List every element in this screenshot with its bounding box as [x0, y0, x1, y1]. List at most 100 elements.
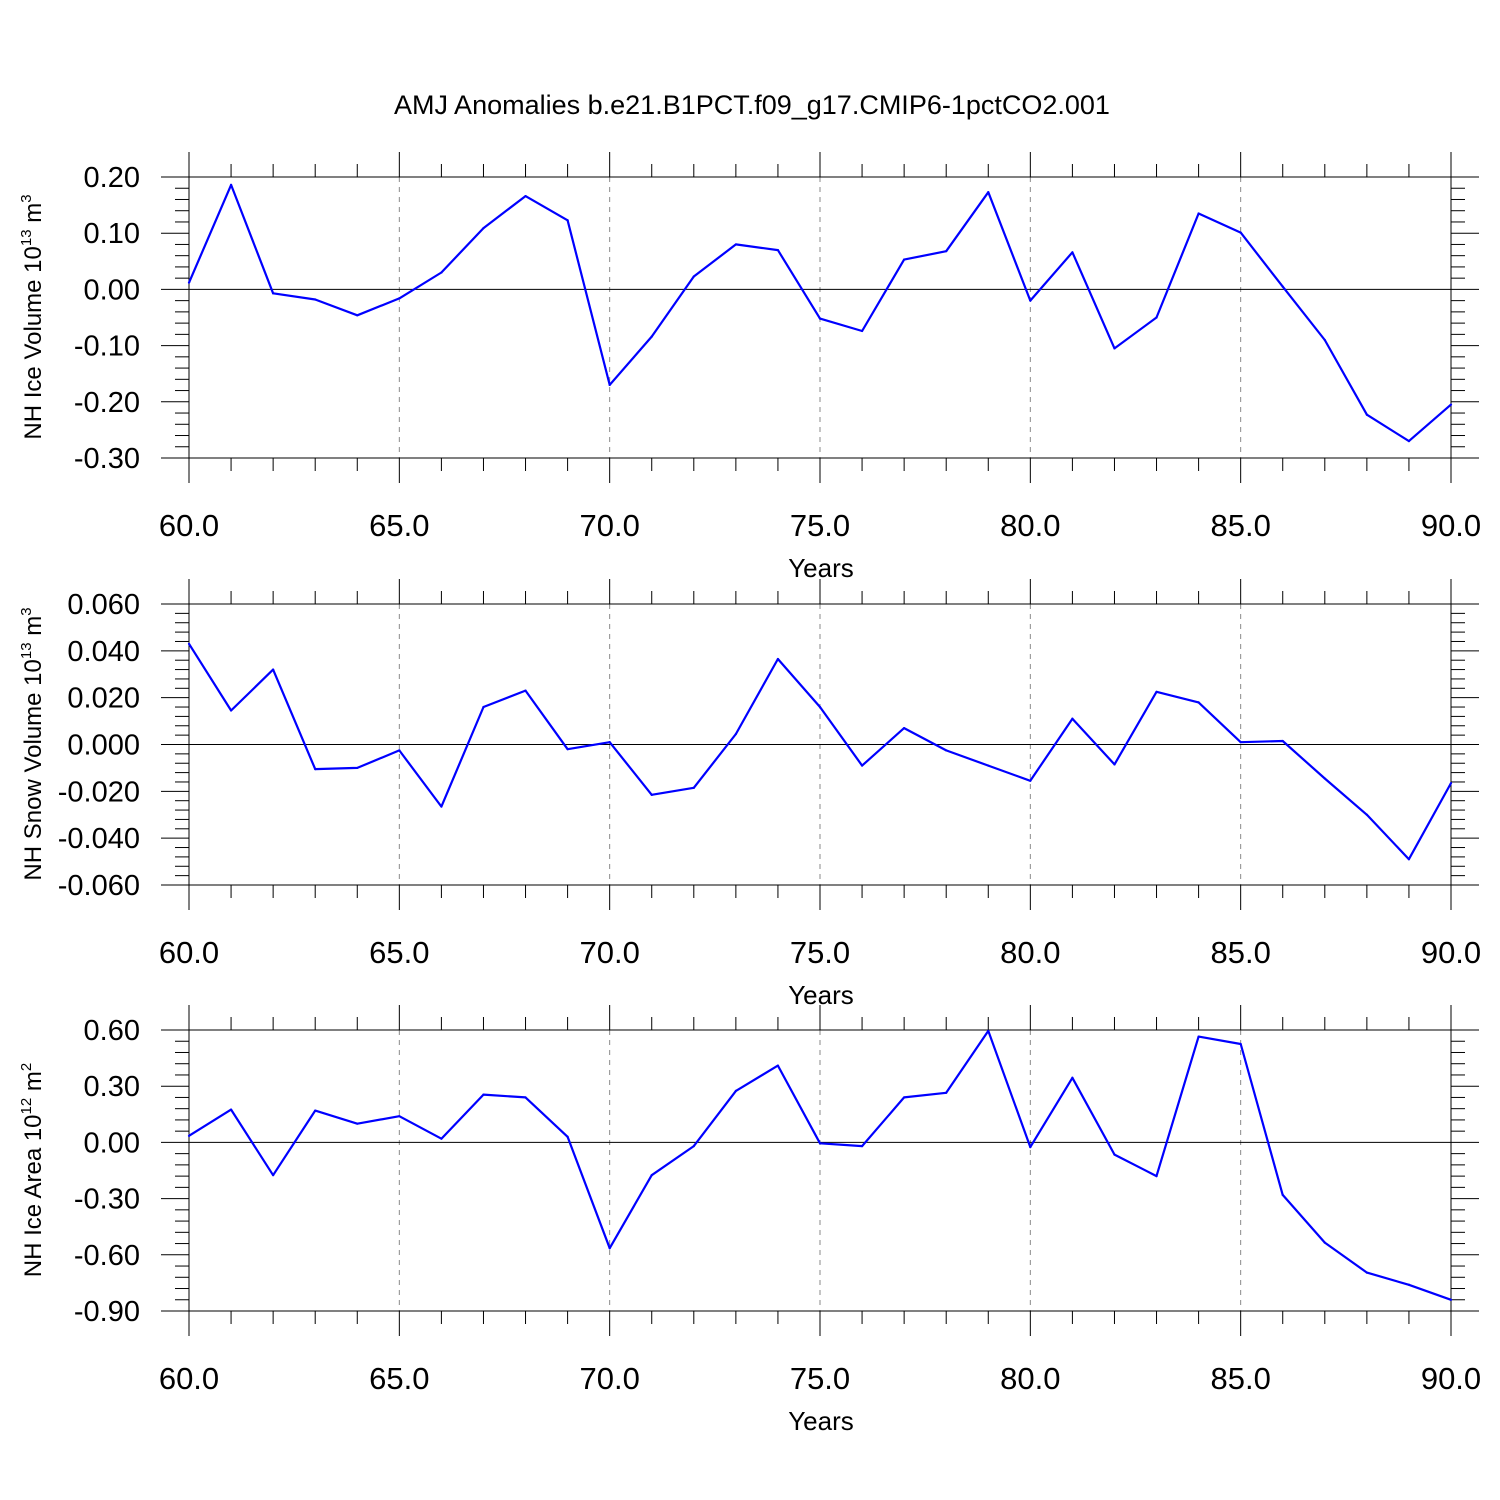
data-point: [1029, 1145, 1032, 1149]
data-point: [1281, 739, 1284, 743]
data-point: [734, 732, 737, 736]
data-point: [398, 1115, 401, 1118]
data-point: [314, 767, 317, 771]
plot-frame: [188, 1029, 1452, 1312]
data-point: [1365, 1271, 1368, 1274]
data-point: [692, 786, 695, 789]
y-tick-label: -0.020: [58, 776, 140, 808]
data-point: [1407, 1283, 1411, 1286]
data-point: [1449, 403, 1453, 406]
y-tick-label: -0.60: [74, 1240, 140, 1272]
data-point: [187, 1134, 191, 1137]
data-point: [229, 1108, 233, 1111]
y-tick-label: 0.60: [84, 1015, 140, 1047]
x-tick-label: 85.0: [1210, 508, 1270, 543]
data-point: [1029, 779, 1032, 782]
data-point: [398, 749, 401, 752]
data-point: [482, 227, 485, 230]
x-tick-label: 90.0: [1421, 508, 1481, 543]
y-tick-label: 0.10: [84, 218, 140, 250]
x-tick-label: 90.0: [1421, 1361, 1481, 1396]
data-point: [1197, 1035, 1200, 1038]
y-tick-label: -0.30: [74, 1184, 140, 1216]
y-tick-label: 0.00: [84, 1127, 140, 1159]
x-tick-label: 80.0: [1000, 935, 1060, 970]
data-point: [356, 766, 359, 770]
x-tick-label: 75.0: [790, 935, 850, 970]
y-tick-label: 0.060: [67, 589, 140, 621]
data-point: [482, 1093, 485, 1096]
data-point: [482, 705, 485, 709]
x-tick-label: 60.0: [159, 1361, 219, 1396]
data-point: [1323, 338, 1326, 342]
x-tick-label: 65.0: [369, 1361, 429, 1396]
x-tick-label: 70.0: [579, 508, 639, 543]
data-point: [1197, 701, 1200, 704]
data-point: [566, 748, 569, 751]
x-axis-label: Years: [788, 1406, 854, 1436]
y-tick-label: -0.10: [74, 331, 140, 363]
data-point: [440, 805, 443, 808]
y-tick-label: 0.20: [84, 162, 140, 194]
data-point: [860, 764, 864, 767]
data-point: [692, 1145, 695, 1148]
data-point: [776, 248, 780, 252]
chart-title: AMJ Anomalies b.e21.B1PCT.f09_g17.CMIP6-…: [394, 90, 1110, 120]
data-point: [945, 250, 948, 253]
data-point: [1155, 316, 1158, 319]
data-point: [1407, 858, 1411, 861]
data-point: [1239, 1042, 1242, 1046]
data-point: [1323, 1241, 1326, 1244]
chart-panel-3: 0.60 0.30 0.00 -0.30 -0.60 -0.90 60.0 65.0 70.0 7…: [18, 1005, 1481, 1436]
x-axis-label: Years: [788, 553, 854, 583]
y-axis-label: NH Ice Area 1012 m2: [18, 1063, 47, 1277]
x-tick-label: 65.0: [369, 508, 429, 543]
data-point: [1281, 285, 1284, 288]
data-point: [1323, 777, 1326, 780]
y-tick-label: 0.040: [67, 636, 140, 668]
y-tick-label: -0.90: [74, 1296, 140, 1328]
y-tick-label: -0.30: [74, 443, 140, 475]
plot-frame: [188, 603, 1452, 886]
x-tick-label: 85.0: [1210, 1361, 1270, 1396]
data-point: [1407, 440, 1411, 443]
data-point: [776, 657, 780, 661]
y-tick-label: 0.000: [67, 730, 140, 762]
data-point: [272, 668, 275, 671]
data-point: [987, 191, 990, 194]
data-point: [440, 271, 443, 274]
data-point: [650, 1174, 653, 1177]
data-point: [272, 1174, 275, 1177]
data-point: [229, 183, 233, 186]
y-tick-label: 0.30: [84, 1071, 140, 1103]
data-point: [440, 1137, 443, 1140]
x-tick-label: 70.0: [579, 935, 639, 970]
y-tick-label: -0.20: [74, 387, 140, 419]
x-tick-label: 70.0: [579, 1361, 639, 1396]
data-point: [1071, 717, 1074, 720]
data-point: [398, 297, 401, 300]
data-point: [1239, 231, 1242, 234]
y-tick-label: 0.020: [67, 683, 140, 715]
panels: 0.20 0.10 0.00 -0.10 -0.20 -0.30 60.0 65.0 70.0 7…: [18, 152, 1481, 1436]
series-line: [187, 183, 1452, 443]
data-point: [734, 1089, 737, 1092]
data-point: [1029, 299, 1032, 302]
x-tick-label: 80.0: [1000, 508, 1060, 543]
data-point: [1449, 782, 1453, 785]
x-tick-label: 90.0: [1421, 935, 1481, 970]
x-tick-label: 75.0: [790, 1361, 850, 1396]
x-tick-label: 85.0: [1210, 935, 1270, 970]
x-tick-label: 80.0: [1000, 1361, 1060, 1396]
data-point: [187, 281, 191, 284]
data-point: [1197, 212, 1200, 215]
plot-frame: [188, 176, 1452, 459]
x-tick-label: 75.0: [790, 508, 850, 543]
data-point: [1155, 1175, 1158, 1178]
y-tick-label: -0.040: [58, 823, 140, 855]
data-point: [566, 1135, 569, 1138]
data-point: [524, 689, 527, 692]
data-point: [945, 1091, 948, 1094]
data-point: [608, 741, 611, 744]
